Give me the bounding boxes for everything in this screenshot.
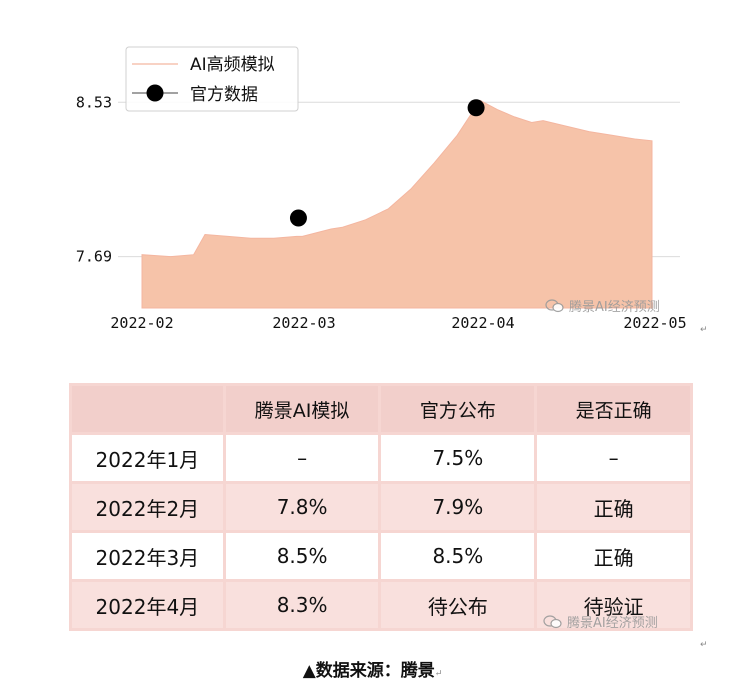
legend-label: AI高频模拟	[190, 55, 275, 75]
x-axis: 2022-02 2022-03 2022-04 2022-05	[110, 314, 686, 332]
table-header-cell: 是否正确	[537, 386, 690, 432]
figure-caption: ▲数据来源：腾景↵	[302, 661, 443, 681]
table-row: 2022年3月 8.5% 8.5% 正确	[72, 533, 690, 579]
table-cell: –	[225, 435, 379, 481]
legend-box	[125, 46, 299, 112]
table-cell: 2022年4月	[72, 582, 223, 628]
wechat-icon	[545, 298, 565, 313]
legend-swatch-point	[146, 84, 164, 102]
table-cell: 8.5%	[225, 533, 379, 579]
table-row: 2022年4月 8.3% 待公布 待验证	[72, 582, 690, 628]
y-axis: 8.53 7.69	[76, 93, 112, 265]
return-mark: ↵	[700, 325, 708, 335]
table-cell: –	[537, 435, 690, 481]
x-tick-label: 2022-05	[623, 314, 686, 332]
table-cell: 2022年3月	[72, 533, 223, 579]
table-cell: 8.5%	[381, 533, 535, 579]
table-cell: 7.5%	[381, 435, 535, 481]
table-header-cell: 官方公布	[381, 386, 535, 432]
table-cell: 2022年1月	[72, 435, 223, 481]
table-header-cell: 腾景AI模拟	[225, 386, 379, 432]
table-cell: 2022年2月	[72, 484, 223, 530]
return-mark: ↵	[700, 640, 708, 650]
table-cell: 7.9%	[381, 484, 535, 530]
watermark-text: 腾景AI经济预测	[569, 300, 660, 315]
table-row: 2022年1月 – 7.5% –	[72, 435, 690, 481]
data-table: 腾景AI模拟 官方公布 是否正确 2022年1月 – 7.5% – 2022年2…	[69, 383, 693, 631]
table-cell: 正确	[537, 533, 690, 579]
table-cell: 8.3%	[225, 582, 379, 628]
official-data-point	[467, 99, 485, 117]
line-chart: 8.53 7.69 2022-02 2022-03 2022-04 2022-05 AI…	[76, 46, 687, 332]
watermark: 腾景AI经济预测	[543, 612, 658, 631]
x-tick-label: 2022-02	[110, 314, 173, 332]
wechat-icon	[543, 614, 563, 629]
table-row: 2022年2月 7.8% 7.9% 正确	[72, 484, 690, 530]
table-cell: 正确	[537, 484, 690, 530]
x-tick-label: 2022-04	[451, 314, 514, 332]
y-tick-label: 7.69	[76, 248, 112, 266]
table-cell: 待公布	[381, 582, 535, 628]
chart-scatter-series	[289, 99, 485, 227]
x-tick-label: 2022-03	[272, 314, 335, 332]
official-data-point	[289, 209, 307, 227]
table-cell: 待验证	[537, 582, 690, 628]
chart-area-series	[141, 99, 653, 309]
watermark: 腾景AI经济预测	[545, 296, 660, 315]
area-series-fill	[141, 99, 653, 309]
table-cell: 7.8%	[225, 484, 379, 530]
table-header-row: 腾景AI模拟 官方公布 是否正确	[72, 386, 690, 432]
legend-label: 官方数据	[190, 85, 258, 105]
watermark-text: 腾景AI经济预测	[567, 616, 658, 631]
y-tick-label: 8.53	[76, 93, 112, 111]
table-header-cell	[72, 386, 223, 432]
